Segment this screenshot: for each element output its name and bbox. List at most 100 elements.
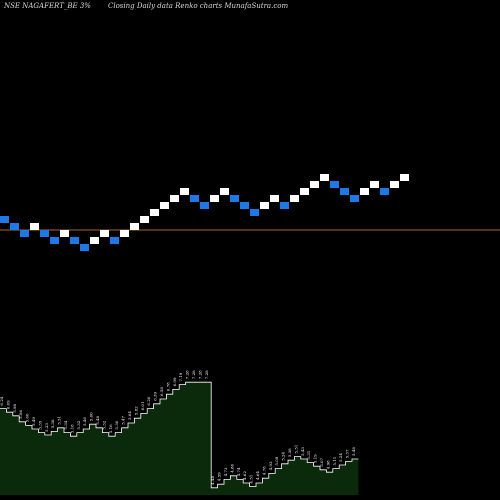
volume-value-label: 4.48 xyxy=(210,475,215,484)
renko-brick-down xyxy=(0,216,9,223)
volume-value-label: 6.09 xyxy=(5,400,10,409)
volume-value-label: 5.86 xyxy=(18,409,23,418)
volume-value-label: 5.51 xyxy=(57,416,62,425)
renko-brick-up xyxy=(160,202,169,209)
volume-value-label: 5.38 xyxy=(50,419,55,428)
volume-labels: 6.24 6.09 5.985.86 5.60 5.49 5.35 5.23 5.38 5.51… xyxy=(0,370,356,485)
volume-value-label: 5.64 xyxy=(127,411,132,420)
volume-value-label: 4.78 xyxy=(261,466,266,475)
renko-brick-down xyxy=(200,202,209,209)
volume-value-label: 5.11 xyxy=(332,457,337,466)
renko-brick-down xyxy=(350,195,359,202)
volume-value-label: 5.24 xyxy=(281,451,286,460)
renko-brick-down xyxy=(70,237,79,244)
renko-brick-down xyxy=(240,202,249,209)
renko-brick-up xyxy=(370,181,379,188)
volume-value-label: 7.28 xyxy=(204,370,209,379)
volume-value-label: 4.51 xyxy=(249,475,254,484)
renko-brick-down xyxy=(230,195,239,202)
volume-value-label: 5.82 xyxy=(133,406,138,415)
volume-value-label: 5.48 xyxy=(351,447,356,456)
chart-subtitle: Closing Daily data Renko charts MunafaSu… xyxy=(108,2,288,10)
volume-value-label: 5.32 xyxy=(76,420,81,429)
volume-value-label: 4.86 xyxy=(229,463,234,472)
volume-value-label: 4.74 xyxy=(236,467,241,476)
renko-brick-up xyxy=(140,216,149,223)
chart-title: NSE NAGAFERT_BE 3% xyxy=(3,2,91,10)
renko-brick-down xyxy=(10,223,19,230)
renko-brick-down xyxy=(20,230,29,237)
volume-value-label: 6.24 xyxy=(0,396,4,405)
renko-brick-up xyxy=(130,223,139,230)
renko-brick-up xyxy=(30,223,39,230)
volume-value-label: 5.46 xyxy=(82,417,87,426)
renko-brick-up xyxy=(300,188,309,195)
volume-value-label: 5.32 xyxy=(101,420,106,429)
renko-brick-down xyxy=(340,188,349,195)
volume-value-label: 4.59 xyxy=(217,472,222,481)
volume-area-fill xyxy=(0,382,359,495)
volume-value-label: 4.64 xyxy=(255,471,260,480)
volume-value-label: 6.99 xyxy=(172,377,177,386)
volume-value-label: 5.18 xyxy=(69,424,74,433)
volume-value-label: 5.38 xyxy=(287,448,292,457)
volume-value-label: 4.62 xyxy=(242,471,247,480)
renko-brick-down xyxy=(380,188,389,195)
renko-brick-up xyxy=(390,181,399,188)
volume-value-label: 5.49 xyxy=(31,417,36,426)
volume-value-label: 5.09 xyxy=(274,456,279,465)
renko-brick-up xyxy=(100,230,109,237)
volume-value-label: 5.35 xyxy=(37,420,42,429)
renko-brick-up xyxy=(220,188,229,195)
renko-brick-up xyxy=(170,195,179,202)
volume-value-label: 6.58 xyxy=(159,387,164,396)
volume-value-label: 5.19 xyxy=(313,454,318,463)
volume-value-label: 6.20 xyxy=(146,396,151,405)
volume-value-label: 6.78 xyxy=(165,382,170,391)
volume-value-label: 6.01 xyxy=(140,401,145,410)
renko-brick-up xyxy=(90,237,99,244)
renko-brick-up xyxy=(290,195,299,202)
volume-value-label: 4.98 xyxy=(325,460,330,469)
volume-value-label: 5.43 xyxy=(300,447,305,456)
volume-value-label: 7.28 xyxy=(197,370,202,379)
volume-value-label: 5.47 xyxy=(121,415,126,424)
renko-brick-up xyxy=(60,230,69,237)
renko-brick-up xyxy=(180,188,189,195)
volume-value-label: 5.07 xyxy=(319,457,324,466)
renko-brick-up xyxy=(320,174,329,181)
volume-value-label: 5.60 xyxy=(89,412,94,421)
renko-bricks xyxy=(0,174,409,251)
renko-brick-down xyxy=(330,181,339,188)
volume-value-label: 7.28 xyxy=(185,370,190,379)
renko-brick-down xyxy=(280,202,289,209)
volume-value-label: 5.16 xyxy=(108,424,113,433)
volume-value-label: 5.34 xyxy=(63,420,68,429)
renko-brick-down xyxy=(190,195,199,202)
volume-value-label: 7.28 xyxy=(191,370,196,379)
renko-brick-down xyxy=(250,209,259,216)
renko-brick-up xyxy=(260,202,269,209)
volume-value-label: 4.93 xyxy=(268,461,273,470)
renko-brick-up xyxy=(150,209,159,216)
volume-value-label: 7.19 xyxy=(178,372,183,381)
volume-value-label: 5.30 xyxy=(114,420,119,429)
volume-area xyxy=(0,381,359,495)
renko-brick-up xyxy=(120,230,129,237)
volume-value-label: 6.39 xyxy=(153,391,158,400)
renko-brick-down xyxy=(40,230,49,237)
renko-brick-down xyxy=(50,237,59,244)
volume-value-label: 5.98 xyxy=(12,403,17,412)
volume-value-label: 5.37 xyxy=(345,449,350,458)
renko-brick-up xyxy=(270,195,279,202)
volume-value-label: 5.48 xyxy=(95,415,100,424)
renko-brick-down xyxy=(110,237,119,244)
renko-brick-up xyxy=(400,174,409,181)
volume-value-label: 4.73 xyxy=(223,467,228,476)
renko-brick-up xyxy=(210,195,219,202)
renko-brick-down xyxy=(80,244,89,251)
volume-value-label: 5.51 xyxy=(293,445,298,454)
renko-brick-up xyxy=(360,188,369,195)
renko-brick-up xyxy=(310,181,319,188)
